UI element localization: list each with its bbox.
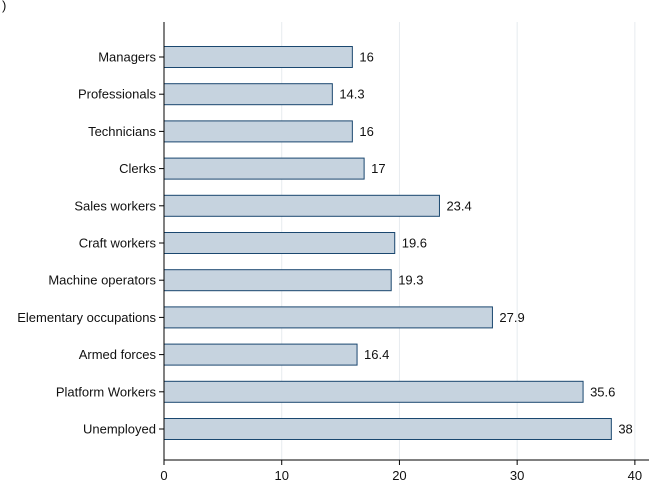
value-labels: 16 14.3 16 17 23.4 19.6 19.3 27.9 16.4 35.6 38 (339, 50, 632, 437)
value-label-clerks: 17 (371, 161, 385, 176)
value-label-elementary-occupations: 27.9 (499, 310, 524, 325)
category-label-platform-workers: Platform Workers (56, 384, 157, 399)
bar-unemployed (163, 418, 612, 440)
bar-clerks (163, 157, 365, 180)
value-label-craft-workers: 19.6 (402, 236, 427, 251)
value-label-professionals: 14.3 (339, 87, 364, 102)
value-label-managers: 16 (359, 50, 373, 65)
x-tick-label-20: 20 (392, 468, 406, 483)
category-labels: Managers Professionals Technicians Clerks Sa… (17, 50, 156, 437)
bar-armed-forces (163, 343, 358, 366)
category-label-managers: Managers (98, 50, 156, 65)
x-tick-label-30: 30 (510, 468, 524, 483)
bar-professionals (163, 83, 333, 106)
corner-mark: ) (2, 0, 6, 13)
category-label-technicians: Technicians (88, 124, 156, 139)
x-tick-label-0: 0 (160, 468, 167, 483)
bar-elementary-occupations (163, 306, 493, 329)
x-axis-ticks: 0 10 20 30 40 (159, 56, 642, 483)
value-label-sales-workers: 23.4 (446, 198, 471, 213)
bar-machine-operators (163, 269, 392, 292)
category-label-professionals: Professionals (78, 87, 157, 102)
x-tick-label-10: 10 (274, 468, 288, 483)
bars (163, 46, 612, 440)
bar-managers (163, 46, 353, 68)
bar-sales-workers (163, 194, 440, 217)
category-label-clerks: Clerks (119, 161, 156, 176)
category-label-craft-workers: Craft workers (79, 236, 157, 251)
category-label-unemployed: Unemployed (83, 422, 156, 437)
bar-platform-workers (163, 380, 584, 403)
value-label-machine-operators: 19.3 (398, 273, 423, 288)
category-label-armed-forces: Armed forces (79, 347, 157, 362)
category-label-machine-operators: Machine operators (48, 273, 156, 288)
axes (163, 22, 649, 461)
category-label-elementary-occupations: Elementary occupations (17, 310, 156, 325)
x-tick-label-40: 40 (628, 468, 642, 483)
bar-technicians (163, 120, 353, 143)
value-label-armed-forces: 16.4 (364, 347, 389, 362)
value-label-platform-workers: 35.6 (590, 384, 615, 399)
value-label-technicians: 16 (359, 124, 373, 139)
bar-craft-workers (163, 232, 396, 254)
value-label-unemployed: 38 (618, 422, 632, 437)
category-label-sales-workers: Sales workers (74, 198, 156, 213)
